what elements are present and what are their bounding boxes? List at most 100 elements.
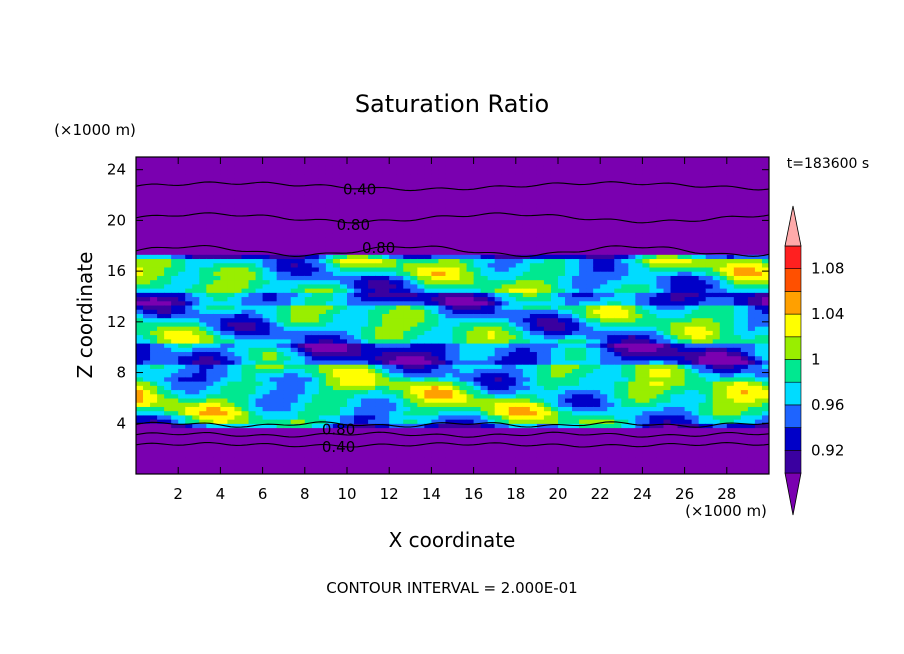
heatmap-cell [508,288,517,293]
heatmap-cell [213,292,221,298]
heatmap-cell [234,326,243,331]
heatmap-cell [459,233,468,238]
heatmap-cell [543,169,552,175]
heatmap-cell [157,431,165,437]
heatmap-cell [185,457,193,462]
heatmap-cell [304,330,313,336]
heatmap-cell [220,419,229,424]
heatmap-cell [192,173,200,179]
heatmap-cell [445,228,454,234]
heatmap-cell [487,224,496,230]
heatmap-cell [297,419,306,424]
heatmap-cell [143,342,151,348]
heatmap-cell [185,233,193,238]
heatmap-cell [593,406,601,412]
heatmap-cell [361,300,369,306]
heatmap-cell [501,169,510,175]
heatmap-cell [508,254,517,260]
heatmap-cell [347,440,355,446]
heatmap-cell [311,288,320,293]
heatmap-cell [368,355,376,361]
heatmap-cell [304,249,313,255]
heatmap-cell [283,448,292,454]
heatmap-cell [396,347,404,353]
heatmap-cell [579,262,587,268]
heatmap-cell [396,271,404,276]
heatmap-cell [241,228,250,234]
heatmap-cell [529,211,538,217]
heatmap-cell [361,275,369,281]
heatmap-cell [143,368,151,374]
heatmap-cell [213,364,221,369]
heatmap-cell [382,389,390,395]
heatmap-cell [452,359,461,365]
heatmap-cell [445,161,454,167]
heatmap-cell [136,461,144,467]
heatmap-cell [494,326,503,331]
heatmap-cell [192,351,200,357]
heatmap-cell [171,262,179,268]
heatmap-cell [178,173,186,179]
heatmap-cell [311,351,320,357]
heatmap-cell [199,368,207,374]
heatmap-cell [368,216,376,221]
heatmap-cell [234,317,243,323]
heatmap-cell [347,381,355,386]
heatmap-cell [431,203,440,209]
heatmap-cell [325,190,334,196]
heatmap-cell [586,406,594,412]
heatmap-cell [417,182,425,188]
heatmap-cell [586,262,594,268]
heatmap-cell [276,393,285,399]
heatmap-cell [318,288,327,293]
heatmap-cell [515,389,524,395]
heatmap-cell [543,393,552,399]
heatmap-cell [318,296,327,302]
heatmap-cell [234,469,243,474]
heatmap-cell [550,444,559,450]
heatmap-cell [529,440,538,446]
heatmap-cell [304,381,313,386]
heatmap-cell [283,461,292,467]
heatmap-cell [396,241,404,247]
heatmap-cell [550,283,559,289]
heatmap-cell [410,216,418,221]
heatmap-cell [255,211,264,217]
heatmap-cell [522,452,531,458]
heatmap-cell [213,406,221,412]
heatmap-cell [339,211,348,217]
heatmap-cell [480,368,489,374]
heatmap-cell [459,228,468,234]
heatmap-cell [396,207,404,213]
heatmap-cell [452,406,461,412]
heatmap-cell [262,326,271,331]
heatmap-cell [290,385,299,391]
heatmap-cell [375,245,383,251]
heatmap-cell [269,254,278,260]
heatmap-cell [227,397,236,403]
heatmap-cell [297,389,306,395]
heatmap-cell [558,427,566,433]
heatmap-cell [550,161,559,167]
heatmap-cell [332,457,341,462]
heatmap-cell [487,419,496,424]
heatmap-cell [424,440,432,446]
heatmap-cell [269,440,278,446]
heatmap-cell [157,423,165,429]
heatmap-cell [438,372,447,378]
heatmap-cell [276,228,285,234]
heatmap-cell [515,359,524,365]
heatmap-cell [171,241,179,247]
heatmap-cell [283,326,292,331]
heatmap-cell [424,457,432,462]
heatmap-cell [459,410,468,416]
heatmap-cell [262,372,271,378]
heatmap-cell [396,216,404,221]
heatmap-cell [347,288,355,293]
heatmap-cell [473,381,482,386]
heatmap-cell [438,161,447,167]
heatmap-cell [354,397,362,403]
heatmap-cell [318,317,327,323]
heatmap-cell [368,385,376,391]
heatmap-cell [347,334,355,340]
